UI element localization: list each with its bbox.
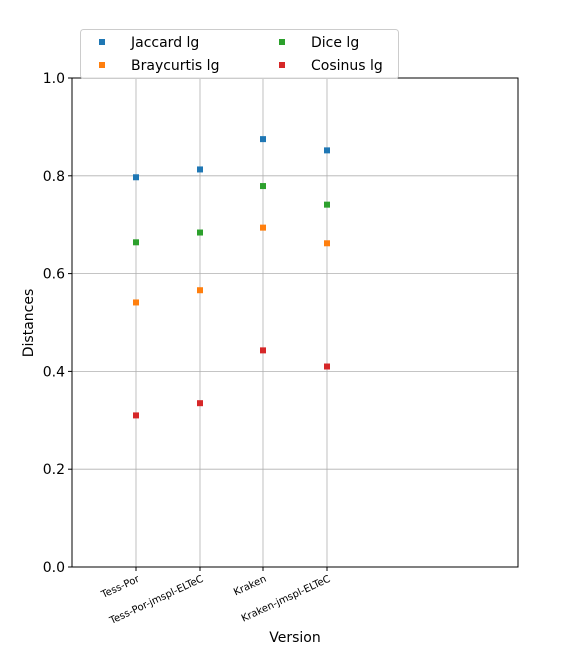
data-point (197, 229, 203, 236)
legend-label: Dice lg (311, 35, 359, 51)
legend-box (80, 29, 399, 79)
y-tick-label: 1.0 (43, 71, 65, 87)
data-point (133, 239, 139, 246)
y-tick-label: 0.8 (43, 169, 65, 185)
data-marks (133, 136, 330, 419)
data-point (260, 183, 266, 190)
x-tick-label: Kraken (232, 574, 268, 599)
x-tick-label: Tess-Por (99, 573, 142, 601)
y-axis-ticks: 0.0 0.2 0.4 0.6 0.8 1.0 (43, 71, 72, 576)
y-tick-label: 0.0 (43, 560, 65, 576)
data-point (324, 240, 330, 247)
data-point (133, 174, 139, 181)
legend-label: Cosinus lg (311, 58, 383, 74)
data-point (197, 400, 203, 407)
data-point (197, 166, 203, 173)
legend-label: Jaccard lg (130, 35, 199, 51)
data-point (133, 299, 139, 306)
y-tick-label: 0.6 (43, 267, 65, 283)
data-point (197, 287, 203, 294)
plot-area-frame (71, 77, 519, 568)
data-point (260, 224, 266, 231)
x-axis-title: Version (269, 630, 320, 646)
data-point (260, 136, 266, 143)
data-point (260, 347, 266, 354)
legend-marker (279, 39, 285, 45)
data-point (324, 363, 330, 370)
data-point (133, 412, 139, 419)
legend-marker (99, 39, 105, 45)
grid-lines (72, 78, 518, 567)
legend-marker (279, 62, 285, 68)
data-point (324, 201, 330, 208)
y-tick-label: 0.2 (43, 462, 65, 478)
y-tick-label: 0.4 (43, 364, 65, 380)
legend-label: Braycurtis lg (131, 58, 219, 74)
data-point (324, 147, 330, 154)
legend-marker (99, 62, 105, 68)
legend: Jaccard lg Braycurtis lg Dice lg Cosinus lg (80, 29, 399, 79)
y-axis-title: Distances (21, 289, 37, 358)
